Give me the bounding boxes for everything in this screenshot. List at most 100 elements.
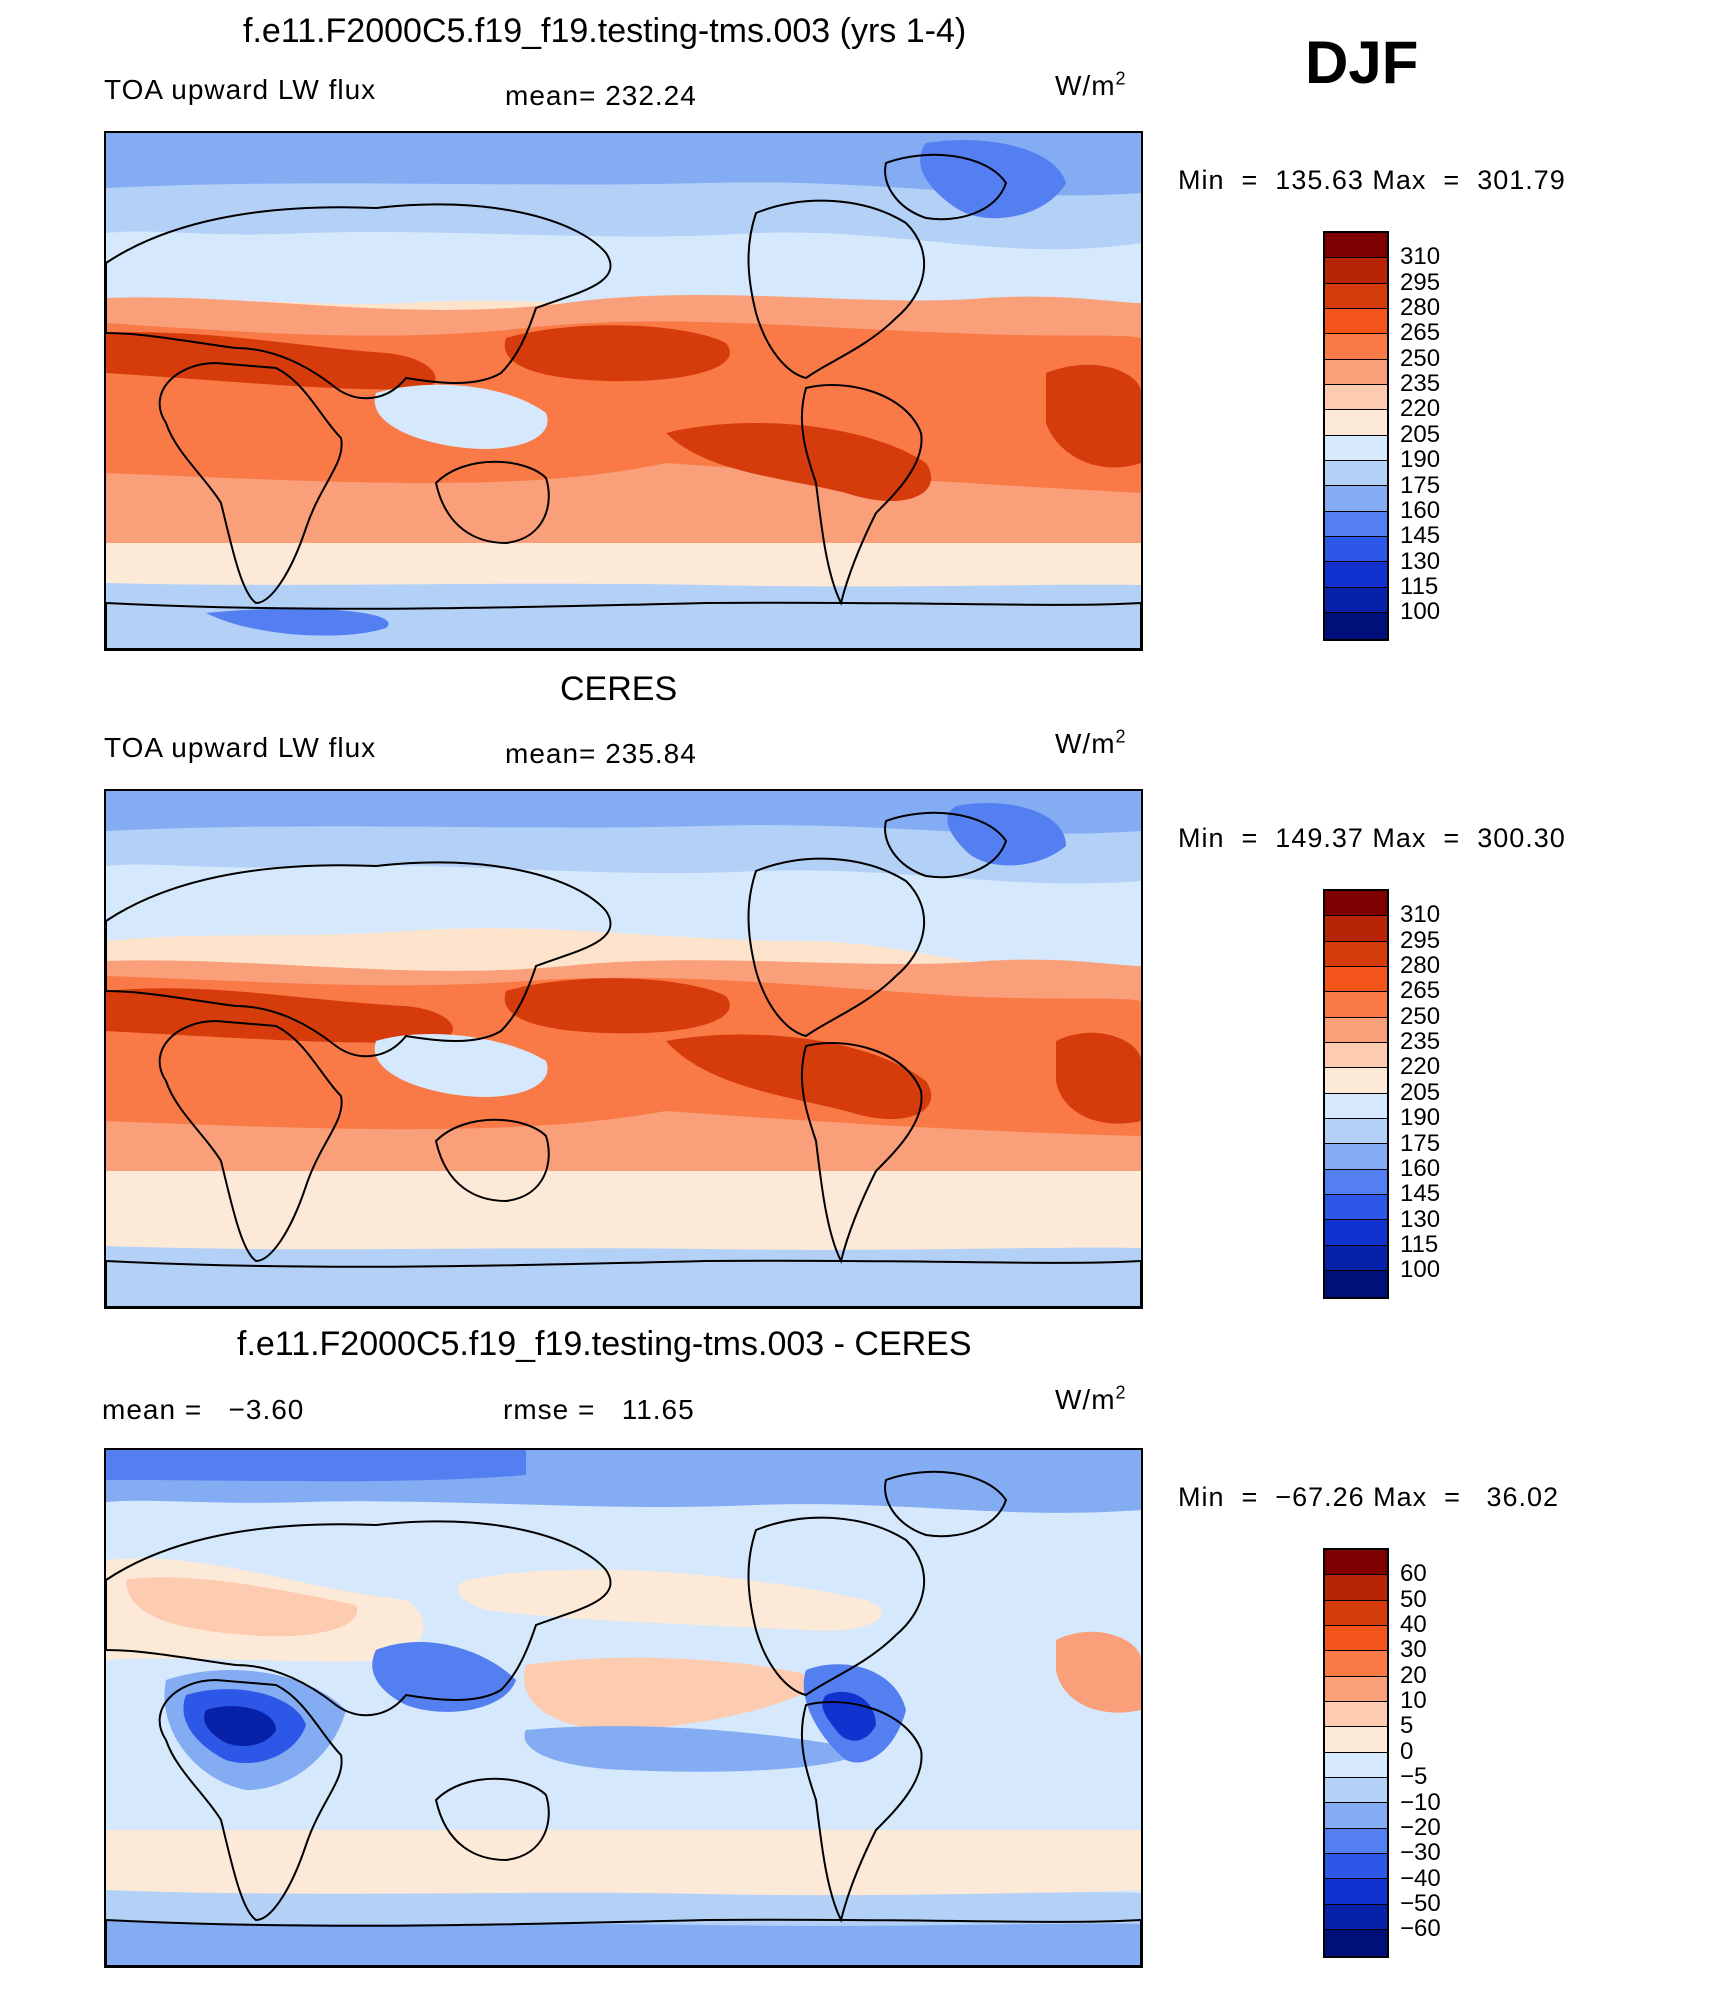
panel2-colorbar — [1323, 889, 1389, 1299]
contour-band — [1046, 364, 1141, 468]
panel1-title: f.e11.F2000C5.f19_f19.testing-tms.003 (y… — [243, 12, 967, 50]
panel1-units: W/m2 — [1055, 68, 1127, 101]
colorbar-tick-label: 190 — [1400, 446, 1441, 474]
colorbar-tick-label: 130 — [1400, 547, 1441, 575]
colorbar-swatch — [1325, 486, 1387, 512]
colorbar-tick-label: 280 — [1400, 952, 1441, 980]
colorbar-tick-label: 205 — [1400, 1078, 1441, 1106]
coastline — [158, 1678, 343, 1922]
panel3-units: W/m2 — [1055, 1382, 1127, 1415]
contour-band — [106, 988, 453, 1043]
colorbar-swatch — [1325, 1626, 1387, 1652]
contour-band — [504, 978, 730, 1034]
colorbar-tick-label: 130 — [1400, 1205, 1441, 1233]
colorbar-swatch — [1325, 1904, 1387, 1931]
colorbar-swatch — [1325, 1854, 1387, 1880]
panel1-mean: mean= 232.24 — [505, 80, 697, 111]
contour-band — [206, 608, 389, 636]
panel2-min: 149.37 — [1275, 823, 1364, 853]
contour-band — [106, 1171, 1141, 1260]
colorbar-swatch — [1325, 537, 1387, 563]
contour-band — [374, 1033, 548, 1097]
colorbar-swatch — [1325, 1245, 1387, 1272]
panel3-colorbar — [1323, 1548, 1389, 1958]
contour-band — [1056, 1032, 1141, 1124]
map3-contours — [106, 1450, 1141, 1966]
contour-band — [822, 1691, 876, 1741]
colorbar-swatch — [1325, 1575, 1387, 1601]
panel1-colorbar — [1323, 231, 1389, 641]
colorbar-tick-label: 205 — [1400, 420, 1441, 448]
colorbar-tick-label: 145 — [1400, 522, 1441, 550]
colorbar-swatch — [1325, 1271, 1387, 1297]
colorbar-swatch — [1325, 258, 1387, 284]
colorbar-swatch — [1325, 1702, 1387, 1728]
colorbar-swatch — [1325, 1550, 1387, 1576]
colorbar-swatch — [1325, 1828, 1387, 1855]
colorbar-tick-label: 5 — [1400, 1712, 1414, 1740]
colorbar-tick-label: −60 — [1400, 1915, 1441, 1943]
panel2-variable: TOA upward LW flux — [104, 732, 377, 763]
colorbar-swatch — [1325, 1803, 1387, 1829]
colorbar-swatch — [1325, 1930, 1387, 1956]
coastline — [747, 1516, 926, 1697]
contour-band — [1056, 1631, 1141, 1713]
coastline — [158, 361, 343, 605]
colorbar-swatch — [1325, 992, 1387, 1018]
coastline — [106, 1520, 612, 1717]
colorbar-tick-label: 175 — [1400, 471, 1441, 499]
colorbar-tick-label: 250 — [1400, 1002, 1441, 1030]
coastline — [434, 460, 550, 545]
panel3-mean: mean = −3.60 — [102, 1394, 305, 1425]
colorbar-swatch — [1325, 410, 1387, 436]
colorbar-swatch — [1325, 1651, 1387, 1677]
panel2-minmax: Min = 149.37 Max = 300.30 — [1178, 823, 1566, 853]
coastline — [800, 1701, 923, 1923]
colorbar-swatch — [1325, 1068, 1387, 1094]
colorbar-tick-label: 145 — [1400, 1180, 1441, 1208]
coastline — [106, 1259, 1141, 1307]
coastline — [800, 384, 923, 606]
colorbar-swatch — [1325, 334, 1387, 360]
contour-band — [204, 1706, 276, 1746]
panel3-min: −67.26 — [1275, 1482, 1365, 1512]
panel3-title: f.e11.F2000C5.f19_f19.testing-tms.003 - … — [237, 1325, 972, 1363]
panel2-mean: mean= 235.84 — [505, 738, 697, 769]
season-label: DJF — [1305, 29, 1419, 96]
coastline — [884, 1470, 1008, 1538]
coastline — [434, 1118, 550, 1203]
colorbar-tick-label: 220 — [1400, 395, 1441, 423]
contour-band — [106, 332, 436, 390]
coastline — [106, 861, 612, 1058]
contour-band — [106, 1450, 526, 1482]
colorbar-swatch — [1325, 435, 1387, 462]
colorbar-tick-label: −5 — [1400, 1763, 1428, 1791]
colorbar-tick-label: 235 — [1400, 1028, 1441, 1056]
contour-band — [374, 384, 548, 449]
coastlines — [106, 811, 1141, 1307]
colorbar-swatch — [1325, 1727, 1387, 1753]
panel3-map — [104, 1448, 1143, 1968]
colorbar-swatch — [1325, 891, 1387, 917]
colorbar-swatch — [1325, 233, 1387, 259]
panel3-rmse: rmse = 11.65 — [503, 1394, 695, 1425]
colorbar-tick-label: 250 — [1400, 344, 1441, 372]
colorbar-tick-label: −20 — [1400, 1813, 1441, 1841]
panel1-max: 301.79 — [1477, 165, 1566, 195]
colorbar-swatch — [1325, 1220, 1387, 1246]
colorbar-swatch — [1325, 1676, 1387, 1703]
panel3-max: 36.02 — [1486, 1482, 1560, 1512]
colorbar-tick-label: 160 — [1400, 1154, 1441, 1182]
colorbar-tick-label: 310 — [1400, 901, 1441, 929]
colorbar-tick-label: 50 — [1400, 1585, 1427, 1613]
panel3-rmse-value: 11.65 — [621, 1394, 695, 1425]
coastline — [434, 1777, 550, 1862]
panel2-title: CERES — [560, 670, 678, 708]
panel1-map — [104, 131, 1143, 651]
contour-band — [920, 139, 1066, 219]
colorbar-swatch — [1325, 283, 1387, 310]
panel2-units: W/m2 — [1055, 726, 1127, 759]
colorbar-swatch — [1325, 1144, 1387, 1170]
contour-band — [106, 1920, 1141, 1966]
panel2-mean-value: 235.84 — [605, 738, 697, 769]
